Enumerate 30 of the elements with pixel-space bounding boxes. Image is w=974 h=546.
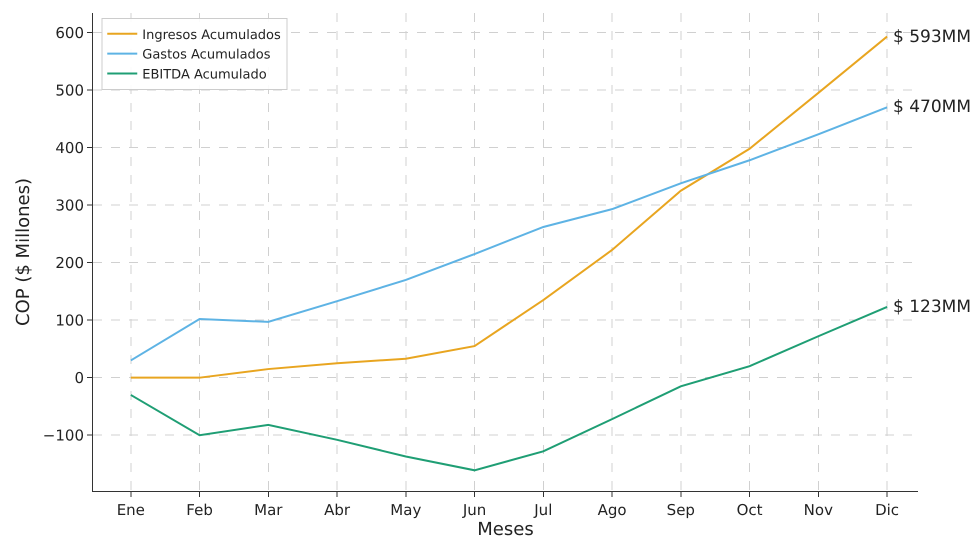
line-series — [130, 106, 888, 362]
x-tick-label: Abr — [324, 501, 351, 519]
x-tick-label: Feb — [186, 501, 213, 519]
x-tick-label: Jun — [462, 501, 486, 519]
annotation: $ 470MM — [893, 97, 972, 117]
x-tick-label: Ene — [116, 501, 145, 519]
y-tick-label: 200 — [55, 254, 84, 272]
y-tick-label: 400 — [55, 138, 84, 157]
y-tick-label: 500 — [55, 81, 84, 100]
x-tick-label: Mar — [254, 501, 284, 519]
line-series — [130, 306, 888, 472]
y-tick-label: 600 — [55, 24, 84, 42]
annotation: $ 123MM — [893, 297, 972, 317]
x-tick-label: Ago — [598, 501, 627, 519]
x-tick-label: Oct — [736, 501, 763, 519]
y-tick-label: −100 — [42, 426, 84, 444]
legend-label: Gastos Acumulados — [142, 48, 271, 63]
y-tick-label: 0 — [74, 368, 84, 387]
x-tick-label: Dic — [875, 501, 900, 519]
y-tick-label: 100 — [55, 311, 84, 330]
x-tick-label: Nov — [804, 501, 834, 519]
y-tick-label: 300 — [55, 196, 84, 214]
x-tick-label: Jul — [533, 501, 552, 519]
x-tick-label: May — [390, 501, 422, 519]
legend-label: Ingresos Acumulados — [142, 28, 281, 43]
x-axis-title: Meses — [477, 519, 534, 540]
x-tick-label: Sep — [666, 501, 695, 519]
y-axis-title: COP ($ Millones) — [12, 178, 34, 326]
legend-label: EBITDA Acumulado — [142, 68, 267, 83]
annotation: $ 593MM — [893, 27, 972, 47]
